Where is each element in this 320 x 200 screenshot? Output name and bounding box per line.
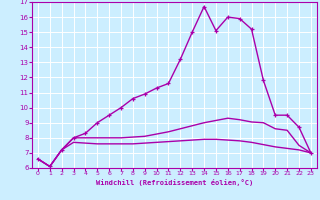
- X-axis label: Windchill (Refroidissement éolien,°C): Windchill (Refroidissement éolien,°C): [96, 179, 253, 186]
